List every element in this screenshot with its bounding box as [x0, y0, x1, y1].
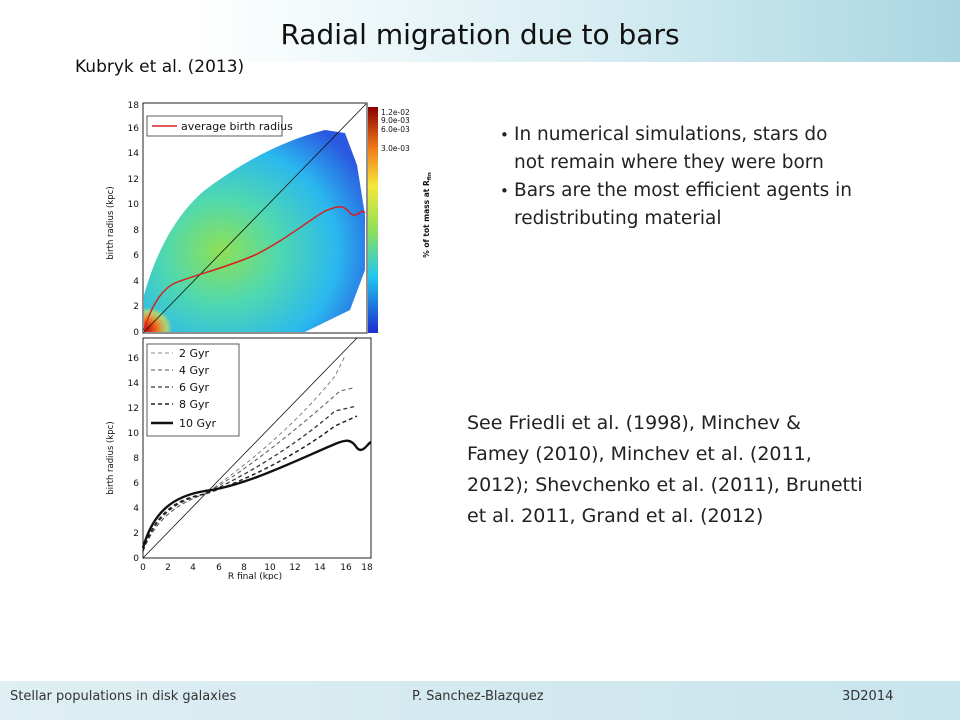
bullet-item: In numerical simulations, stars do not r…	[500, 121, 856, 177]
bottom-xlabel: R final (kpc)	[228, 572, 282, 580]
footer-left: Stellar populations in disk galaxies	[10, 689, 237, 704]
top-y-tick-8: 8	[133, 226, 139, 236]
footer: Stellar populations in disk galaxies P. …	[0, 681, 960, 720]
bottom-y-tick-0: 0	[133, 554, 139, 564]
bottom-y-tick-14: 14	[128, 379, 140, 389]
bullet-list: In numerical simulations, stars do not r…	[500, 121, 856, 233]
slide-title: Radial migration due to bars	[280, 18, 680, 51]
x-tick-6: 6	[216, 563, 222, 573]
bottom-x-ticks: 0 2 4 6 8 10 12 14 16 18	[140, 563, 373, 573]
colorbar-tick-1: 1.2e-02	[381, 108, 410, 117]
legend-4-gyr: 4 Gyr	[179, 364, 210, 377]
top-y-tick-10: 10	[128, 200, 140, 210]
bottom-y-tick-4: 4	[133, 504, 139, 514]
x-tick-2: 2	[165, 563, 171, 573]
colorbar-tick-3: 6.0e-03	[381, 125, 410, 134]
top-y-tick-18: 18	[128, 101, 140, 111]
x-tick-8: 8	[241, 563, 247, 573]
bottom-y-tick-2: 2	[133, 529, 139, 539]
colorbar	[368, 107, 378, 333]
bottom-y-ticks: 0 2 4 6 8 10 12 14 16	[128, 354, 140, 564]
legend-6-gyr: 6 Gyr	[179, 381, 210, 394]
top-legend	[146, 115, 283, 137]
top-legend-label: average birth radius	[181, 120, 293, 133]
curve-2-gyr	[142, 355, 346, 552]
footer-right: 3D2014	[842, 689, 894, 704]
footer-center: P. Sanchez-Blazquez	[412, 689, 544, 704]
top-y-ticks: 0 2 4 6 8 10 12 14 16 18	[128, 101, 140, 338]
top-y-tick-2: 2	[133, 302, 139, 312]
top-y-tick-12: 12	[128, 175, 139, 185]
bottom-legend-items: 2 Gyr 4 Gyr 6 Gyr 8 Gyr 10 Gyr	[151, 347, 217, 430]
x-tick-14: 14	[314, 563, 326, 573]
x-tick-10: 10	[264, 563, 276, 573]
title-bar	[0, 0, 960, 62]
top-y-tick-16: 16	[128, 124, 140, 134]
x-tick-18: 18	[361, 563, 373, 573]
x-tick-0: 0	[140, 563, 146, 573]
references-text: See Friedli et al. (1998), Minchev & Fam…	[467, 412, 863, 527]
x-tick-12: 12	[289, 563, 300, 573]
bottom-y-tick-16: 16	[128, 354, 140, 364]
bottom-y-tick-6: 6	[133, 479, 139, 489]
age-curves	[141, 355, 372, 552]
colorbar-tick-4: 3.0e-03	[381, 144, 410, 153]
top-y-tick-0: 0	[133, 328, 139, 338]
bottom-diagonal	[142, 337, 358, 559]
top-diagonal	[143, 103, 367, 333]
density-map-figure: birth radius (kpc) 0 2 4 6 8 10 12 14 16…	[95, 95, 442, 340]
bottom-y-tick-10: 10	[128, 429, 140, 439]
x-tick-16: 16	[340, 563, 352, 573]
legend-2-gyr: 2 Gyr	[179, 347, 210, 360]
slide-subtitle: Kubryk et al. (2013)	[75, 57, 245, 77]
bullet-item: Bars are the most efficient agents in re…	[500, 177, 856, 233]
top-y-tick-4: 4	[133, 277, 139, 287]
colorbar-ticks: 1.2e-02 9.0e-03 6.0e-03 3.0e-03	[381, 108, 410, 153]
bottom-y-tick-8: 8	[133, 454, 139, 464]
colorbar-label: % of tot mass at Rfin	[422, 172, 433, 258]
top-y-tick-14: 14	[128, 149, 140, 159]
curve-8-gyr	[142, 415, 358, 552]
density-core	[144, 269, 215, 332]
x-tick-4: 4	[190, 563, 196, 573]
average-birth-radius-curve	[143, 206, 366, 331]
colorbar-tick-2: 9.0e-03	[381, 116, 410, 125]
age-curves-figure: birth radius (kpc) 0 2 4 6 8 10 12 14 16…	[95, 336, 395, 580]
legend-8-gyr: 8 Gyr	[179, 398, 210, 411]
top-ylabel: birth radius (kpc)	[106, 186, 116, 259]
top-y-tick-6: 6	[133, 251, 139, 261]
curve-4-gyr	[142, 387, 354, 552]
curve-10-gyr	[141, 439, 372, 549]
bottom-legend	[146, 343, 240, 437]
bottom-ylabel: birth radius (kpc)	[106, 421, 116, 494]
legend-10-gyr: 10 Gyr	[179, 417, 217, 430]
bottom-y-tick-12: 12	[128, 404, 139, 414]
